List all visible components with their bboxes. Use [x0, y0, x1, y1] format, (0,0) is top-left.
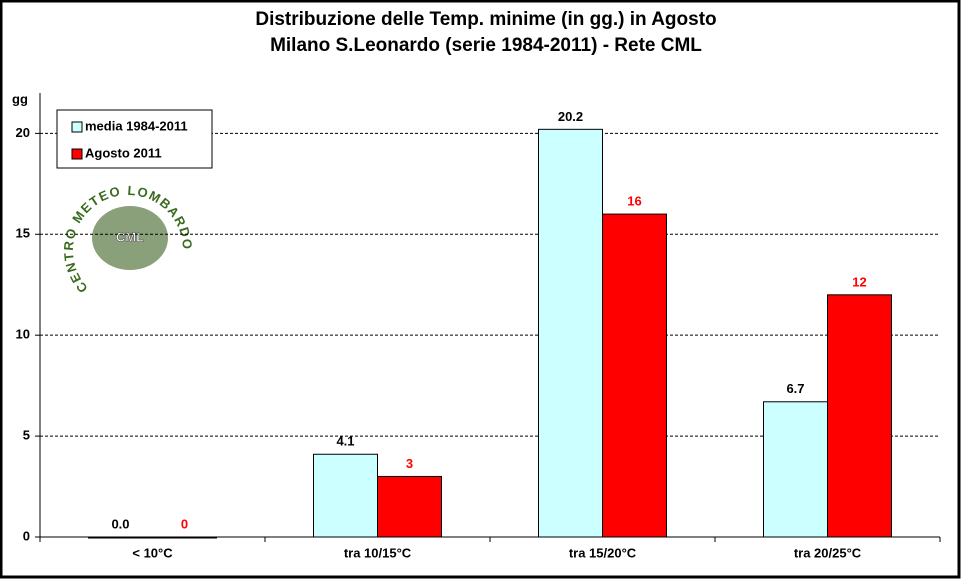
value-label: 16 — [627, 194, 641, 209]
value-label: 6.7 — [786, 381, 804, 396]
legend-label: Agosto 2011 — [85, 145, 162, 160]
x-tick-label: tra 15/20°C — [569, 545, 637, 560]
y-tick-label: 0 — [23, 528, 30, 543]
bar — [602, 213, 667, 538]
y-tick-label: 20 — [16, 125, 30, 140]
bar — [538, 128, 603, 538]
x-tick-label: tra 20/25°C — [794, 545, 862, 560]
bar — [827, 294, 892, 538]
x-tick-label: < 10°C — [132, 545, 173, 560]
logo-center-text: CML — [116, 229, 144, 244]
bar — [377, 475, 442, 538]
bar — [313, 453, 378, 538]
y-tick-label: 5 — [23, 428, 30, 443]
y-axis-label: gg — [12, 91, 28, 106]
bar — [763, 401, 828, 538]
value-label: 3 — [406, 456, 413, 471]
legend-label: media 1984-2011 — [85, 118, 188, 133]
y-tick-label: 15 — [16, 226, 30, 241]
legend-box — [56, 109, 213, 169]
chart-title: Distribuzione delle Temp. minime (in gg.… — [255, 9, 716, 30]
legend-swatch — [71, 121, 83, 133]
legend-swatch — [71, 148, 83, 160]
value-label: 20.2 — [558, 109, 583, 124]
x-tick-label: tra 10/15°C — [344, 545, 412, 560]
value-label: 0.0 — [111, 516, 129, 531]
value-label: 0 — [181, 516, 188, 531]
chart-subtitle: Milano S.Leonardo (serie 1984-2011) - Re… — [270, 35, 702, 56]
value-label: 4.1 — [336, 434, 354, 449]
logo-map — [92, 206, 168, 270]
y-tick-label: 10 — [16, 327, 30, 342]
value-label: 12 — [852, 274, 866, 289]
